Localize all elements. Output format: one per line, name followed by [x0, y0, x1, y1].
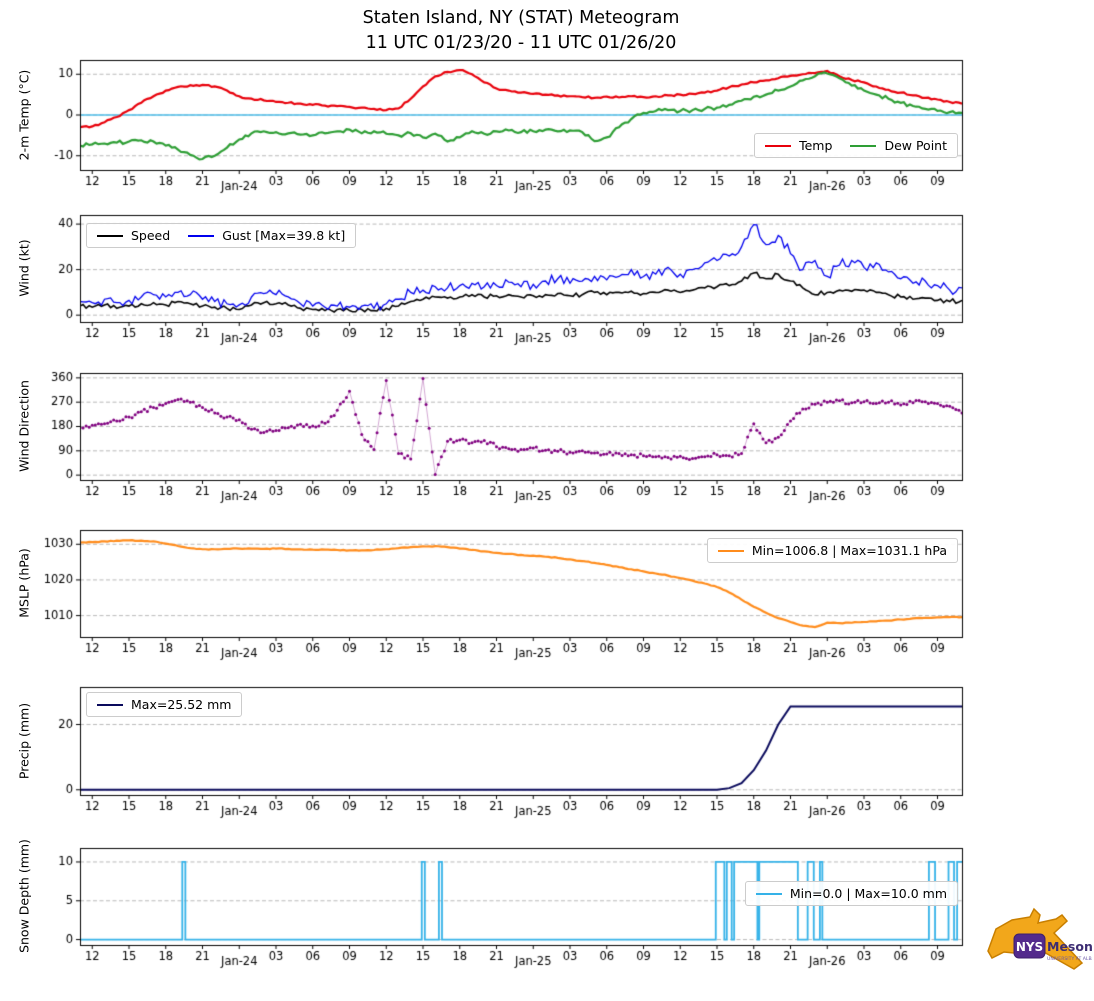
legend-snow: Min=0.0 | Max=10.0 mm — [744, 881, 958, 906]
legend-item-snow: Min=0.0 | Max=10.0 mm — [755, 886, 947, 901]
nys-badge — [1013, 933, 1046, 959]
y-axis-label-temp: 2-m Temp (°C) — [16, 69, 32, 161]
mslp-line-sample-icon — [717, 549, 744, 552]
legend-label-gust: Gust [Max=39.8 kt] — [222, 228, 346, 243]
legend-item-dew-point: Dew Point — [850, 138, 947, 153]
legend-label-mslp: Min=1006.8 | Max=1031.1 hPa — [751, 543, 947, 558]
nys-mesonet-logo: NYS Mesonet UNIVERSITY AT ALBANY — [984, 905, 1094, 993]
snow-line-sample-icon — [755, 892, 782, 895]
legend-wind: Speed Gust [Max=39.8 kt] — [86, 223, 357, 248]
nys-mesonet-logo-graphic: NYS Mesonet UNIVERSITY AT ALBANY — [987, 907, 1094, 970]
legend-label-snow: Min=0.0 | Max=10.0 mm — [789, 886, 947, 901]
legend-item-gust: Gust [Max=39.8 kt] — [188, 228, 345, 243]
legend-mslp: Min=1006.8 | Max=1031.1 hPa — [706, 538, 958, 563]
speed-line-sample-icon — [97, 234, 123, 237]
chart-subtitle: 11 UTC 01/23/20 - 11 UTC 01/26/20 — [365, 32, 677, 53]
temp-line-sample-icon — [765, 144, 792, 147]
y-axis-label-wind: Wind (kt) — [16, 239, 32, 297]
y-axis-label-precip: Precip (mm) — [16, 702, 32, 780]
legend-label-dew-point: Dew Point — [884, 138, 947, 153]
logo-caption: UNIVERSITY AT ALBANY — [1047, 956, 1092, 962]
mesonet-text: Mesonet — [1047, 939, 1092, 954]
chart-title: Staten Island, NY (STAT) Meteogram — [362, 8, 680, 28]
y-axis-label-mslp: MSLP (hPa) — [16, 548, 32, 618]
legend-label-speed: Speed — [131, 228, 171, 243]
y-axis-label-wind-direction: Wind Direction — [16, 380, 32, 472]
legend-temp: Temp Dew Point — [754, 133, 958, 158]
legend-item-temp: Temp — [765, 138, 832, 153]
nys-badge-text: NYS — [1016, 940, 1043, 954]
y-axis-label-snow-depth: Snow Depth (mm) — [16, 839, 32, 953]
chart-title-block: Staten Island, NY (STAT) Meteogram 11 UT… — [0, 6, 1042, 55]
gust-line-sample-icon — [188, 234, 215, 237]
legend-item-mslp: Min=1006.8 | Max=1031.1 hPa — [717, 543, 947, 558]
legend-item-precip: Max=25.52 mm — [97, 697, 231, 712]
legend-label-temp: Temp — [799, 138, 833, 153]
legend-label-precip: Max=25.52 mm — [131, 697, 232, 712]
legend-item-speed: Speed — [97, 228, 170, 243]
dew-point-line-sample-icon — [850, 144, 877, 147]
legend-precip: Max=25.52 mm — [86, 692, 243, 717]
precip-line-sample-icon — [97, 703, 123, 706]
